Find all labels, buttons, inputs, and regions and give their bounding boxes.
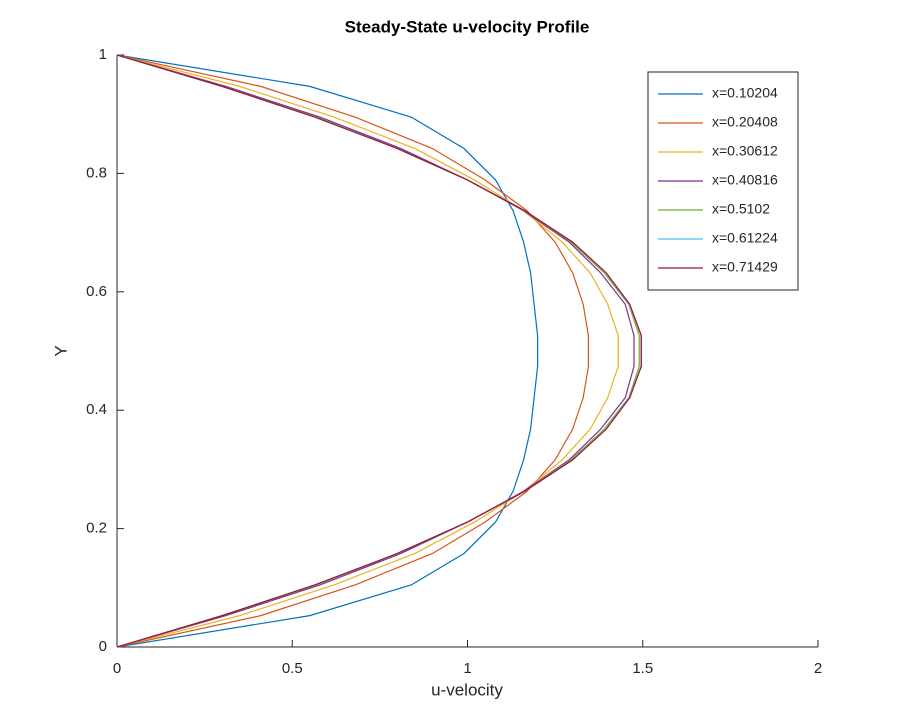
y-tick-label: 1 bbox=[99, 46, 107, 63]
x-tick-label: 0 bbox=[113, 660, 121, 677]
x-tick-label: 0.5 bbox=[282, 660, 303, 677]
x-tick-label: 2 bbox=[814, 660, 822, 677]
y-tick-label: 0 bbox=[99, 638, 107, 655]
series-line bbox=[116, 54, 590, 648]
series-line bbox=[116, 54, 539, 648]
legend-label: x=0.10204 bbox=[712, 85, 778, 101]
legend-label: x=0.20408 bbox=[712, 114, 778, 130]
y-tick-label: 0.2 bbox=[86, 520, 107, 537]
legend-label: x=0.5102 bbox=[712, 201, 770, 217]
series-line bbox=[116, 54, 619, 648]
x-tick-label: 1.5 bbox=[632, 660, 653, 677]
y-axis-label: Y bbox=[51, 345, 70, 356]
series-line bbox=[116, 54, 635, 648]
y-tick-label: 0.8 bbox=[86, 164, 107, 181]
legend-label: x=0.30612 bbox=[712, 143, 778, 159]
x-tick-label: 1 bbox=[463, 660, 471, 677]
series-line bbox=[116, 54, 642, 648]
legend-label: x=0.61224 bbox=[712, 230, 778, 246]
y-tick-label: 0.4 bbox=[86, 401, 107, 418]
legend-label: x=0.40816 bbox=[712, 172, 778, 188]
chart-title: Steady-State u-velocity Profile bbox=[345, 17, 590, 36]
y-tick-label: 0.6 bbox=[86, 283, 107, 300]
x-axis-label: u-velocity bbox=[431, 680, 503, 699]
legend-label: x=0.71429 bbox=[712, 259, 778, 275]
